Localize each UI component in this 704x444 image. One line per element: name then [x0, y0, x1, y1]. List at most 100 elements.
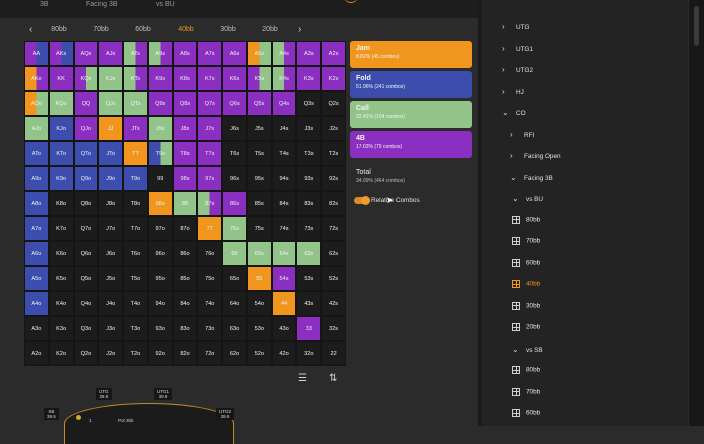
- seat-utg2[interactable]: UTG2 39.9: [216, 408, 235, 420]
- hand-cell[interactable]: 62s: [321, 241, 346, 266]
- legend-fourbet[interactable]: 4B 17.03% (79 combos): [350, 131, 472, 158]
- hand-cell[interactable]: T3o: [123, 316, 148, 341]
- hand-cell[interactable]: 63s: [296, 241, 322, 266]
- hand-cell[interactable]: 75o: [197, 266, 223, 291]
- hand-cell[interactable]: J3s: [296, 116, 322, 141]
- hand-cell[interactable]: 72o: [197, 341, 223, 366]
- hand-cell[interactable]: 76o: [197, 241, 223, 266]
- hand-cell[interactable]: J5o: [98, 266, 124, 291]
- hand-cell[interactable]: 32s: [321, 316, 346, 341]
- tree-item[interactable]: 70bb: [512, 237, 540, 245]
- hand-cell[interactable]: K4s: [271, 66, 297, 91]
- hand-cell[interactable]: J8o: [98, 191, 124, 216]
- hand-cell[interactable]: 62o: [222, 341, 247, 366]
- hand-cell[interactable]: K9s: [147, 66, 173, 91]
- hand-cell[interactable]: 77: [197, 216, 223, 241]
- hand-cell[interactable]: 86o: [172, 241, 198, 266]
- tree-item[interactable]: › UTG2: [502, 65, 533, 74]
- hand-cell[interactable]: J5s: [246, 116, 272, 141]
- hand-cell[interactable]: T4s: [271, 141, 297, 166]
- panel-scrollbar[interactable]: [689, 0, 704, 426]
- hand-cell[interactable]: T6o: [123, 241, 148, 266]
- hand-cell[interactable]: A8o: [24, 191, 49, 216]
- hand-cell[interactable]: 74s: [271, 216, 297, 241]
- hand-cell[interactable]: 54s: [271, 266, 297, 291]
- hand-cell[interactable]: A9s: [147, 41, 173, 66]
- hand-cell[interactable]: A4s: [271, 41, 297, 66]
- hand-cell[interactable]: KQo: [48, 91, 74, 116]
- tree-item[interactable]: 60bb: [512, 409, 540, 417]
- hand-cell[interactable]: AJs: [98, 41, 124, 66]
- hand-cell[interactable]: A4o: [24, 291, 49, 316]
- hand-cell[interactable]: JTo: [98, 141, 124, 166]
- hand-cell[interactable]: K8o: [48, 191, 74, 216]
- hand-cell[interactable]: A2o: [24, 341, 49, 366]
- hand-cell[interactable]: KQs: [73, 66, 99, 91]
- tree-item[interactable]: › HJ: [502, 87, 524, 96]
- hand-cell[interactable]: T8o: [123, 191, 148, 216]
- hand-cell[interactable]: K5s: [246, 66, 272, 91]
- hand-cell[interactable]: AQs: [73, 41, 99, 66]
- tree-item[interactable]: 60bb: [512, 258, 540, 267]
- depth-80bb[interactable]: 80bb: [51, 26, 67, 33]
- hand-cell[interactable]: JJ: [98, 116, 124, 141]
- hand-cell[interactable]: QQ: [73, 91, 99, 116]
- hand-cell[interactable]: K2o: [48, 341, 74, 366]
- hand-cell[interactable]: Q7o: [73, 216, 99, 241]
- tree-item[interactable]: 20bb: [512, 323, 540, 331]
- hand-cell[interactable]: Q4s: [271, 91, 297, 116]
- depth-30bb[interactable]: 30bb: [220, 26, 236, 33]
- hand-cell[interactable]: K7s: [197, 66, 223, 91]
- hand-cell[interactable]: J7o: [98, 216, 124, 241]
- hand-cell[interactable]: 63o: [222, 316, 247, 341]
- depth-60bb[interactable]: 60bb: [135, 26, 151, 33]
- hand-cell[interactable]: 82o: [172, 341, 198, 366]
- hand-cell[interactable]: 94s: [271, 166, 297, 191]
- hand-cell[interactable]: Q8s: [172, 91, 198, 116]
- list-view-icon[interactable]: ☰: [298, 373, 307, 384]
- hand-cell[interactable]: A5s: [246, 41, 272, 66]
- hand-cell[interactable]: A9o: [24, 166, 49, 191]
- hand-cell[interactable]: 96s: [222, 166, 247, 191]
- hand-cell[interactable]: T2s: [321, 141, 346, 166]
- hand-cell[interactable]: Q3s: [296, 91, 322, 116]
- hand-cell[interactable]: J7s: [197, 116, 223, 141]
- hand-cell[interactable]: 92o: [147, 341, 173, 366]
- hand-cell[interactable]: Q2o: [73, 341, 99, 366]
- tree-item[interactable]: 40bb: [512, 280, 540, 288]
- tree-item[interactable]: ⌄ vs SB: [512, 345, 543, 354]
- hand-cell[interactable]: J2s: [321, 116, 346, 141]
- hand-cell[interactable]: QTo: [73, 141, 99, 166]
- hand-cell[interactable]: T2o: [123, 341, 148, 366]
- hand-cell[interactable]: 65o: [222, 266, 247, 291]
- prev-depth-arrow-icon[interactable]: ‹: [29, 24, 33, 35]
- hand-cell[interactable]: 32o: [296, 341, 322, 366]
- hand-cell[interactable]: 44: [271, 291, 297, 316]
- scrollbar-thumb[interactable]: [694, 6, 699, 46]
- legend-jam[interactable]: Jam 8.82% (45 combos): [350, 41, 472, 68]
- hand-cell[interactable]: 42s: [321, 291, 346, 316]
- tree-item[interactable]: ⌄ Facing 3B: [510, 173, 553, 182]
- tree-item[interactable]: › UTG: [502, 22, 530, 31]
- hand-cell[interactable]: 93o: [147, 316, 173, 341]
- hand-cell[interactable]: KTs: [123, 66, 148, 91]
- hand-cell[interactable]: Q5o: [73, 266, 99, 291]
- hand-cell[interactable]: 43o: [271, 316, 297, 341]
- hand-cell[interactable]: 87o: [172, 216, 198, 241]
- hand-cell[interactable]: T3s: [296, 141, 322, 166]
- depth-70bb[interactable]: 70bb: [93, 26, 109, 33]
- hand-cell[interactable]: 97o: [147, 216, 173, 241]
- hand-cell[interactable]: KK: [48, 66, 74, 91]
- hand-cell[interactable]: K5o: [48, 266, 74, 291]
- hand-cell[interactable]: KJo: [48, 116, 74, 141]
- hand-cell[interactable]: 97s: [197, 166, 223, 191]
- hand-cell[interactable]: TT: [123, 141, 148, 166]
- hand-cell[interactable]: Q8o: [73, 191, 99, 216]
- hand-cell[interactable]: QJo: [73, 116, 99, 141]
- hand-cell[interactable]: 99: [147, 166, 173, 191]
- seat-sb[interactable]: SB 39.5: [44, 408, 59, 420]
- hand-cell[interactable]: 86s: [222, 191, 247, 216]
- tree-item[interactable]: 80bb: [512, 215, 540, 224]
- seat-utg1[interactable]: UTG1 39.9: [154, 388, 173, 400]
- legend-fold[interactable]: Fold 51.96% (241 combos): [350, 71, 472, 98]
